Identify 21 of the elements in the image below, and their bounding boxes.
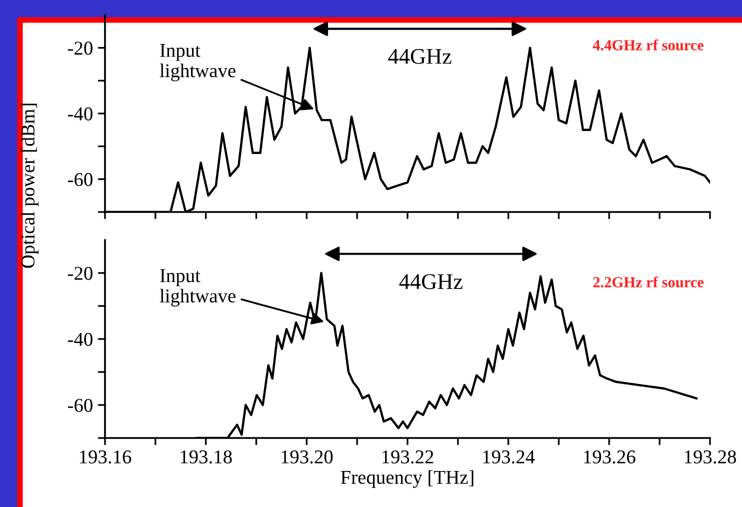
x-tick-label: 193.18 xyxy=(180,450,232,464)
x-tick-label: 193.16 xyxy=(80,450,132,464)
x-tick-label: 193.26 xyxy=(584,450,636,464)
annotation: Input lightwave xyxy=(160,269,236,307)
x-tick-label: 193.24 xyxy=(483,450,535,464)
y-tick-label: -20 xyxy=(68,266,92,280)
annotation: Input lightwave xyxy=(160,44,236,82)
x-axis-title: Frequency [THz] xyxy=(340,470,474,488)
y-tick-label: -40 xyxy=(68,107,92,120)
annotation: 4.4GHz rf source xyxy=(592,39,704,50)
annotation: 44GHz xyxy=(388,48,452,64)
x-tick-label: 193.28 xyxy=(684,450,736,464)
annotation: 2.2GHz rf source xyxy=(593,276,704,288)
y-tick-label: -40 xyxy=(68,332,92,346)
y-tick-label: -60 xyxy=(68,172,92,186)
annotation: 44GHz xyxy=(399,274,462,290)
y-tick-label: -20 xyxy=(68,42,92,55)
x-tick-label: 193.22 xyxy=(382,450,434,464)
x-tick-label: 193.20 xyxy=(282,450,333,464)
y-tick-label: -60 xyxy=(68,398,92,412)
y-axis-title: Optical power [dBm] xyxy=(20,104,38,268)
